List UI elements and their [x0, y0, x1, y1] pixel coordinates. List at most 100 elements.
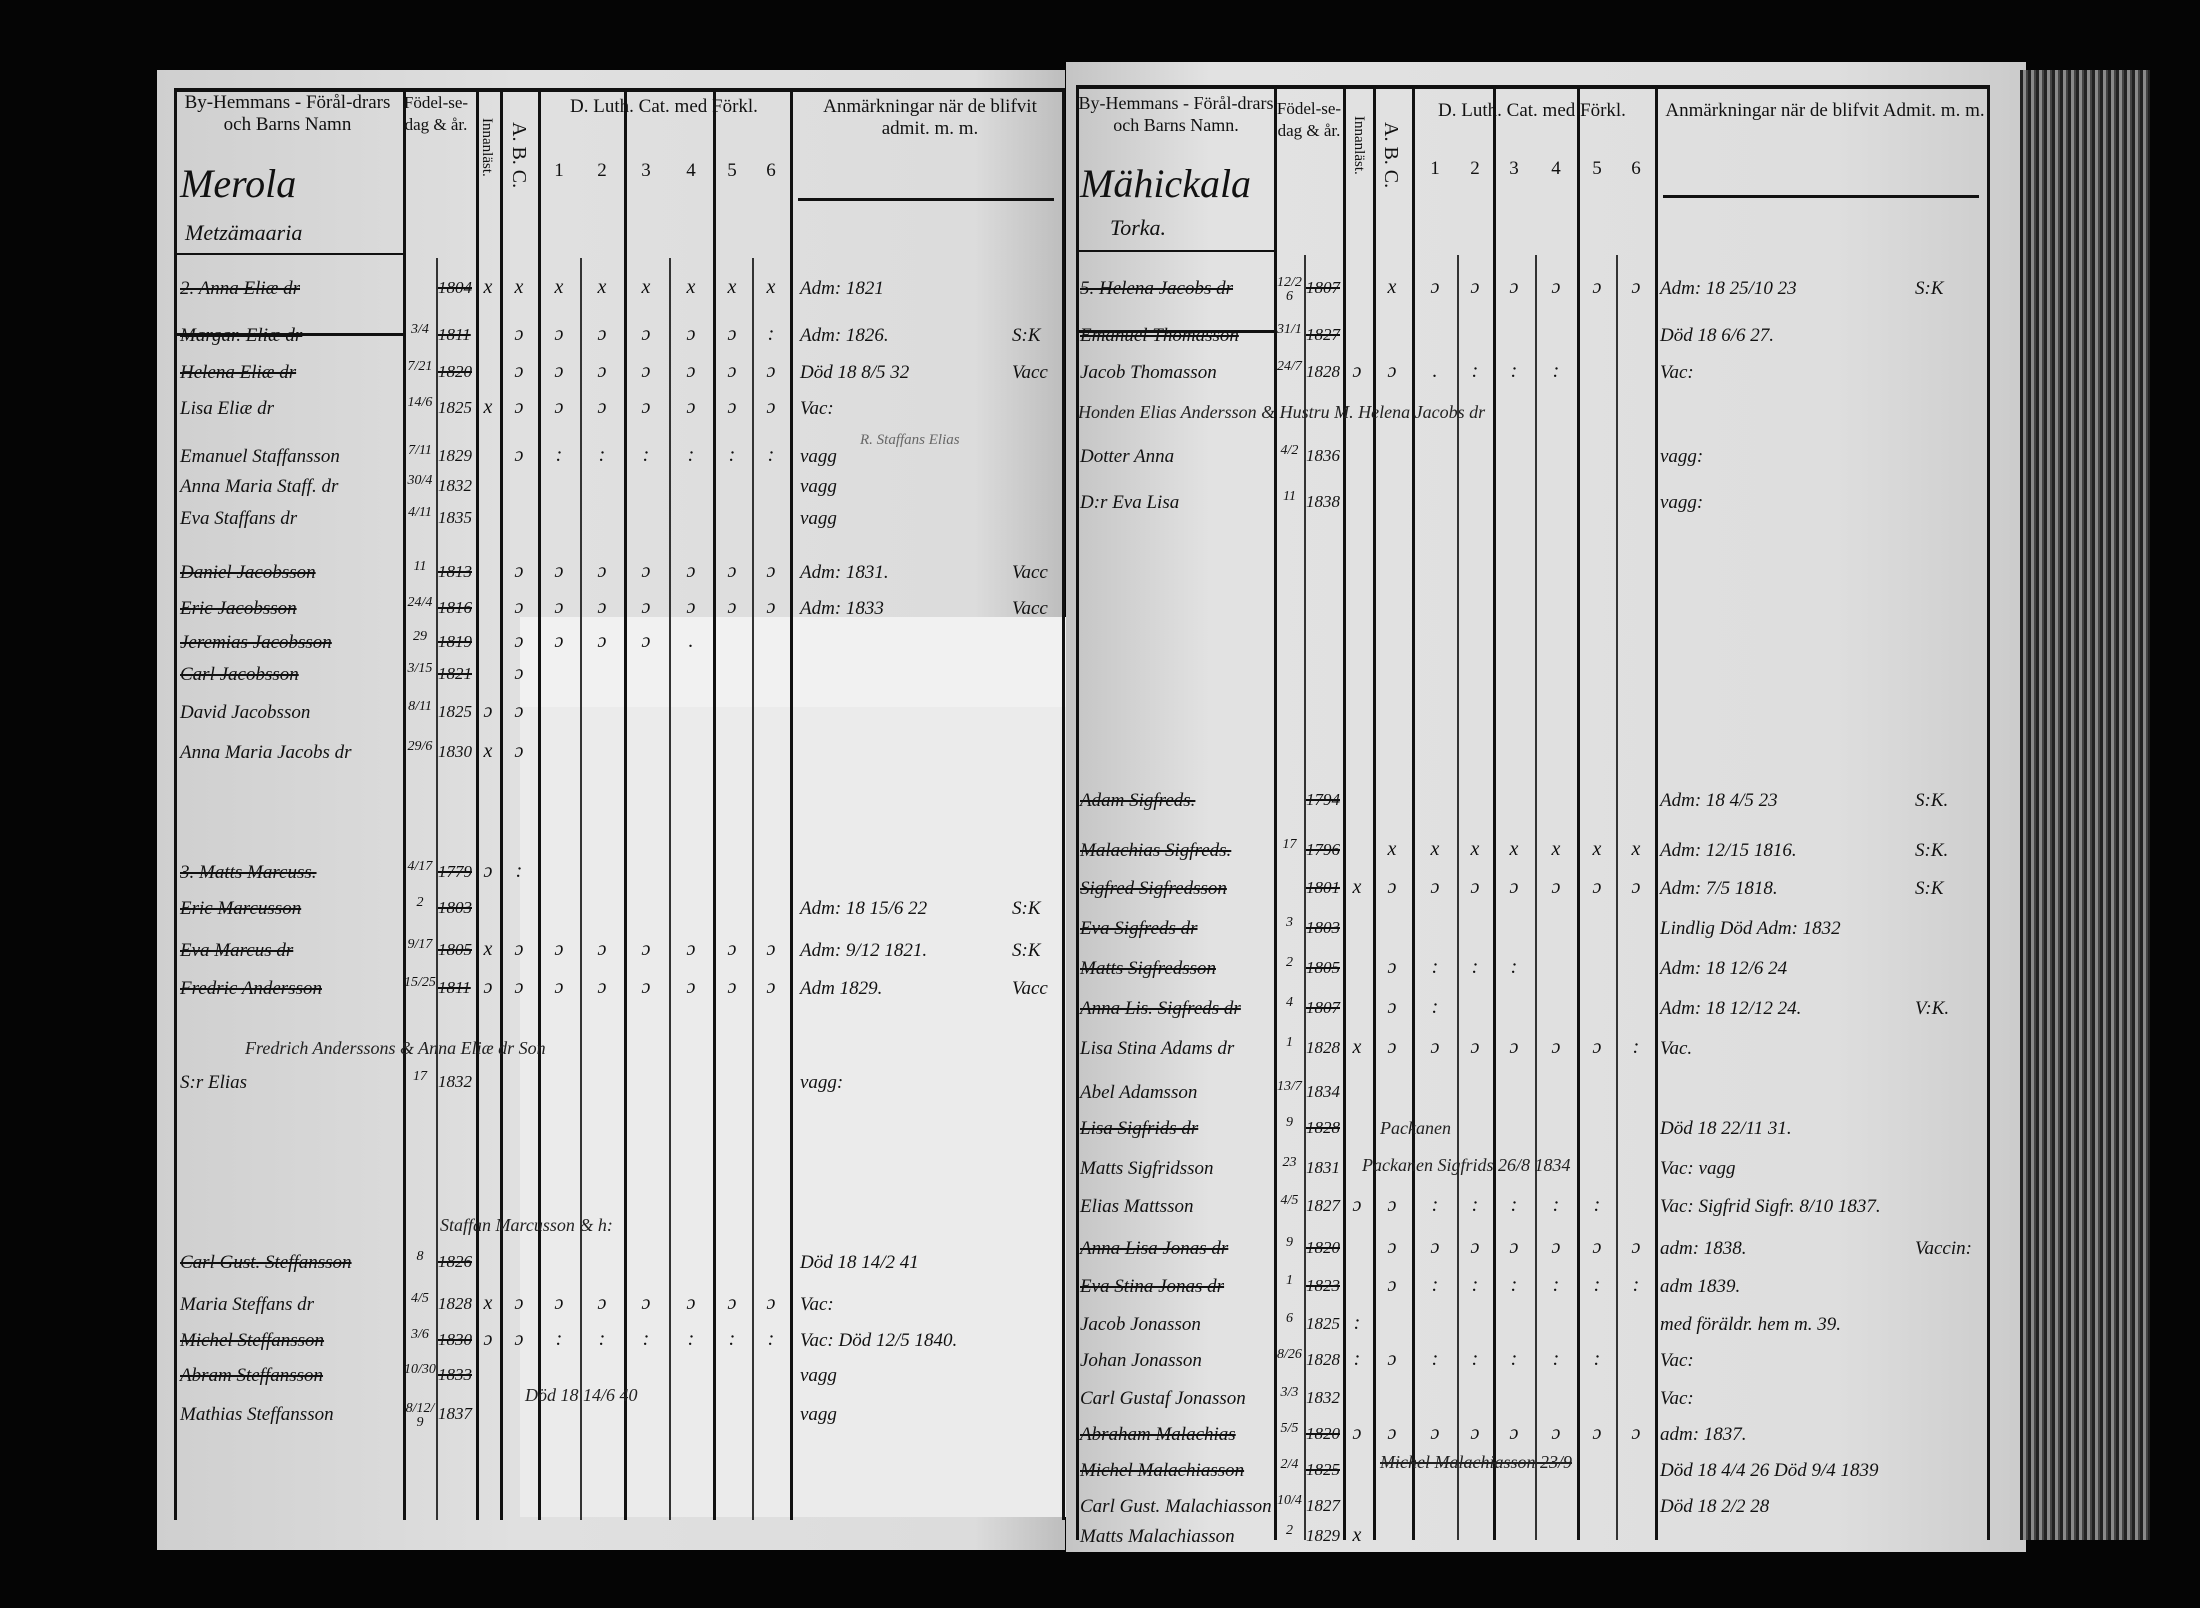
side-note: S:K: [1012, 898, 1041, 919]
remark: Adm: 18 4/5 23: [1660, 790, 1778, 811]
remark: Adm: 9/12 1821.: [800, 940, 928, 961]
right-column-rule: [1343, 85, 1346, 1540]
person-name: Anna Maria Jacobs dr: [180, 742, 352, 763]
birth-year: 1803: [438, 898, 472, 917]
remark: Adm: 7/5 1818.: [1660, 878, 1778, 899]
side-note: Vacc: [1012, 562, 1048, 583]
exam-mark: ɔ: [641, 938, 651, 960]
birth-year: 1779: [438, 862, 472, 881]
exam-mark: :: [1593, 1274, 1601, 1296]
right-header-abc: A. B. C.: [1380, 121, 1402, 189]
remark: vagg: [800, 446, 837, 467]
catechism-column-5: 5: [727, 160, 737, 181]
birth-day: 2: [416, 895, 424, 910]
birth-day: 8/11: [408, 699, 432, 714]
exam-mark: ɔ: [514, 396, 524, 418]
birth-year: 1833: [438, 1365, 472, 1384]
exam-mark: :: [1471, 360, 1479, 382]
exam-mark: ɔ: [766, 976, 776, 998]
exam-mark: :: [1632, 1036, 1640, 1058]
exam-mark: ɔ: [686, 560, 696, 582]
exam-mark: ɔ: [554, 360, 564, 382]
person-name: David Jacobsson: [180, 702, 311, 723]
birth-year: 1816: [438, 598, 472, 617]
person-name: Maria Steffans dr: [180, 1294, 315, 1315]
exam-mark: :: [767, 323, 775, 345]
book-page-edges: [2020, 70, 2150, 1540]
exam-mark: x: [483, 740, 493, 762]
exam-mark: ɔ: [641, 630, 651, 652]
birth-day: 3/4: [411, 322, 429, 337]
right-village-name: Mähickala: [1080, 161, 1252, 206]
birth-year: 1831: [1306, 1158, 1340, 1177]
remark: Död 18 14/2 41: [800, 1252, 919, 1273]
remark: adm 1839.: [1660, 1276, 1741, 1297]
person-name: Eva Sigfreds dr: [1080, 918, 1198, 939]
exam-mark: ɔ: [1592, 1036, 1602, 1058]
left-column-rule: [624, 88, 627, 1520]
exam-mark: ɔ: [597, 938, 607, 960]
exam-mark: x: [483, 1292, 493, 1314]
birth-day: 8/26: [1277, 1347, 1302, 1362]
remark: med föräldr. hem m. 39.: [1660, 1314, 1842, 1335]
exam-mark: ɔ: [514, 360, 524, 382]
birth-year: 1830: [438, 1330, 472, 1349]
left-village-name: Merola: [180, 161, 297, 206]
person-name: Sigfred Sigfredsson: [1080, 878, 1227, 899]
exam-mark: :: [1353, 1348, 1361, 1370]
side-note: V:K.: [1915, 998, 1950, 1019]
exam-mark: :: [1552, 1194, 1560, 1216]
right-remarks-rule: [1663, 195, 1979, 198]
left-column-rule: [713, 88, 716, 1520]
right-column-rule: [1304, 255, 1306, 1540]
remark: Vac:: [1660, 1350, 1694, 1371]
person-name: Carl Gustaf Jonasson: [1080, 1388, 1246, 1409]
exam-mark: ɔ: [727, 360, 737, 382]
exam-mark: ɔ: [1470, 1036, 1480, 1058]
left-header-catechism: D. Luth. Cat. med Förkl.: [570, 96, 758, 117]
right-column-rule: [1412, 85, 1415, 1540]
exam-mark: :: [1552, 1348, 1560, 1370]
exam-mark: ɔ: [641, 560, 651, 582]
birth-day: 15/25: [404, 975, 436, 990]
exam-mark: ɔ: [514, 596, 524, 618]
exam-mark: ɔ: [1509, 1036, 1519, 1058]
exam-mark: ɔ: [1551, 276, 1561, 298]
exam-mark: ɔ: [554, 396, 564, 418]
exam-mark: ɔ: [1387, 956, 1397, 978]
exam-mark: ɔ: [1551, 1036, 1561, 1058]
left-header-innanlast: Innanläst.: [479, 117, 495, 177]
exam-mark: x: [483, 396, 493, 418]
exam-mark: :: [1632, 1274, 1640, 1296]
exam-mark: x: [1352, 1524, 1362, 1546]
birth-day: 10/4: [1277, 1493, 1302, 1508]
side-note: Vaccin:: [1915, 1238, 1972, 1259]
birth-day: 3/6: [411, 1327, 429, 1342]
exam-mark: ɔ: [597, 596, 607, 618]
exam-mark: ɔ: [1509, 1422, 1519, 1444]
exam-mark: x: [483, 276, 493, 298]
birth-year: 1820: [1306, 1238, 1340, 1257]
birth-year: 1828: [1306, 1038, 1340, 1057]
exam-mark: ɔ: [1631, 876, 1641, 898]
exam-mark: :: [515, 860, 523, 882]
birth-day: 4/5: [1280, 1193, 1299, 1208]
catechism-column-6: 6: [766, 160, 776, 181]
birth-day: 2: [1286, 955, 1293, 970]
exam-mark: ɔ: [1387, 1348, 1397, 1370]
birth-day: 4/2: [1280, 443, 1299, 458]
exam-mark: ɔ: [1551, 1236, 1561, 1258]
left-header-rule: [174, 253, 403, 255]
exam-mark: ɔ: [1509, 1236, 1519, 1258]
exam-mark: x: [1592, 838, 1602, 860]
exam-mark: ɔ: [766, 360, 776, 382]
birth-year: 1811: [438, 978, 471, 997]
exam-mark: :: [1431, 1348, 1439, 1370]
left-top-rule: [174, 88, 1062, 92]
exam-mark: ɔ: [641, 360, 651, 382]
birth-day: 8: [416, 1249, 424, 1264]
remark: Vac: Död 12/5 1840.: [800, 1330, 958, 1351]
left-column-rule: [790, 88, 793, 1520]
exam-mark: ɔ: [1387, 876, 1397, 898]
birth-day: 6: [1286, 1311, 1293, 1326]
